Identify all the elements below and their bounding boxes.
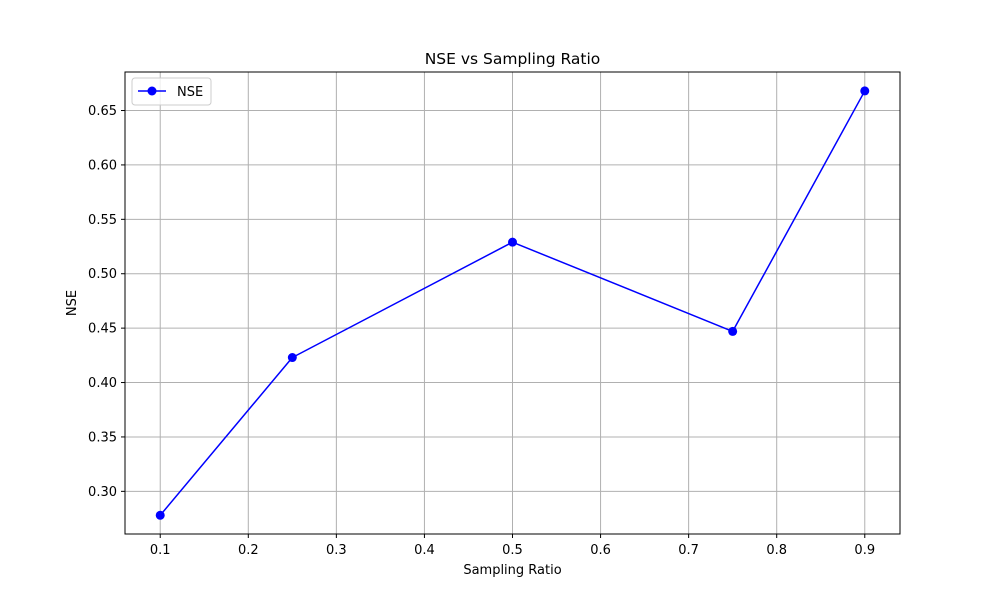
data-point bbox=[860, 86, 870, 96]
y-tick-label: 0.40 bbox=[88, 376, 117, 391]
y-tick-label: 0.50 bbox=[88, 267, 117, 282]
y-tick-label: 0.45 bbox=[88, 322, 117, 337]
y-axis-title: NSE bbox=[65, 290, 80, 316]
x-tick-label: 0.1 bbox=[150, 543, 171, 558]
legend-label: NSE bbox=[177, 85, 203, 100]
legend: NSE bbox=[131, 77, 212, 106]
legend-marker bbox=[147, 86, 157, 96]
x-tick-label: 0.9 bbox=[854, 543, 875, 558]
data-point bbox=[155, 510, 165, 520]
grid bbox=[125, 72, 900, 534]
y-tick-label: 0.35 bbox=[88, 430, 117, 445]
x-tick-label: 0.4 bbox=[414, 543, 435, 558]
x-tick-label: 0.2 bbox=[238, 543, 259, 558]
data-point bbox=[287, 353, 297, 363]
x-tick-label: 0.3 bbox=[326, 543, 347, 558]
y-tick-label: 0.30 bbox=[88, 485, 117, 500]
y-tick-label: 0.65 bbox=[88, 104, 117, 119]
series-layer bbox=[155, 86, 870, 520]
x-tick-label: 0.6 bbox=[590, 543, 611, 558]
x-tick-label: 0.7 bbox=[678, 543, 699, 558]
y-axis-ticks: 0.30 0.35 0.40 0.45 0.50 0.55 0.60 0.65 bbox=[88, 104, 125, 500]
x-tick-label: 0.5 bbox=[502, 543, 523, 558]
legend-box bbox=[131, 77, 212, 106]
data-point bbox=[508, 237, 517, 247]
x-axis-title: Sampling Ratio bbox=[463, 563, 561, 578]
y-tick-label: 0.55 bbox=[88, 213, 117, 228]
y-tick-label: 0.60 bbox=[88, 158, 117, 173]
x-tick-label: 0.8 bbox=[766, 543, 787, 558]
x-axis-ticks: 0.1 0.2 0.3 0.4 0.5 0.6 0.7 0.8 0.9 bbox=[150, 534, 875, 558]
data-point bbox=[728, 326, 738, 336]
chart-title: NSE vs Sampling Ratio bbox=[425, 50, 601, 68]
